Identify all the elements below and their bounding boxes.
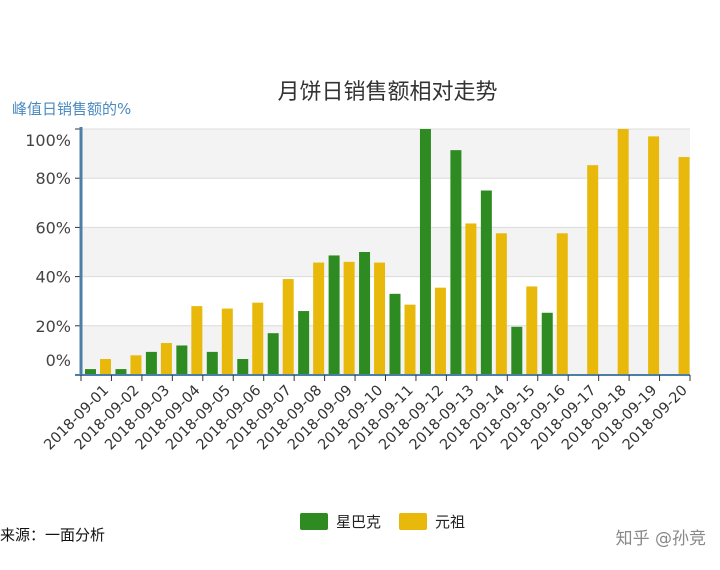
bar-yuanzu [130, 355, 142, 375]
grid-band [81, 325, 690, 375]
bar-starbucks [298, 311, 310, 375]
bar-yuanzu [313, 262, 325, 375]
bar-starbucks [389, 293, 401, 375]
y-tick-label: 100% [25, 131, 71, 150]
bar-yuanzu [282, 279, 294, 375]
grid-band [81, 227, 690, 277]
bar-starbucks [176, 345, 188, 375]
legend-label: 星巴克 [336, 513, 382, 531]
y-tick-label: 80% [35, 169, 71, 188]
y-axis-label: 峰值日销售额的% [12, 100, 132, 118]
bar-yuanzu [556, 233, 568, 375]
grid-band [81, 178, 690, 228]
bar-yuanzu [191, 306, 203, 375]
bar-yuanzu [221, 308, 233, 375]
bar-starbucks [480, 190, 492, 375]
source-note: 来源：一面分析 [0, 526, 106, 544]
legend-label: 元祖 [435, 513, 466, 531]
bar-starbucks [359, 252, 371, 375]
bar-yuanzu [343, 261, 355, 375]
bar-yuanzu [434, 287, 446, 375]
bar-yuanzu [404, 304, 416, 375]
y-tick-label: 0% [46, 351, 71, 370]
grid-band [81, 129, 690, 179]
bar-starbucks [450, 150, 462, 375]
bar-starbucks [267, 333, 279, 375]
chart-title: 月饼日销售额相对走势 [277, 80, 498, 105]
y-tick-label: 40% [35, 268, 71, 287]
bar-yuanzu [648, 136, 660, 375]
legend-item-yuanzu[interactable]: 元祖 [399, 511, 465, 532]
bar-yuanzu [374, 262, 386, 375]
bar-starbucks [206, 351, 218, 375]
bar-starbucks [511, 326, 523, 375]
bar-yuanzu [465, 223, 477, 375]
bar-starbucks [85, 369, 96, 375]
bar-yuanzu [678, 157, 690, 375]
bar-yuanzu [587, 165, 599, 375]
bar-chart: 0%20%40%60%80%100%2018-09-012018-09-0220… [25, 127, 691, 453]
legend-swatch [300, 513, 328, 530]
legend: 星巴克 元祖 [300, 511, 465, 532]
bar-starbucks [328, 255, 340, 375]
bar-yuanzu [617, 129, 629, 375]
bar-starbucks [237, 359, 249, 375]
grid-band [81, 276, 690, 326]
y-tick-label: 60% [35, 218, 71, 237]
bar-starbucks [115, 369, 127, 375]
bar-starbucks [145, 351, 157, 375]
bar-starbucks [541, 312, 553, 375]
bar-yuanzu [100, 359, 111, 375]
legend-swatch [399, 513, 428, 530]
bar-yuanzu [252, 302, 264, 375]
bar-yuanzu [526, 286, 538, 375]
y-tick-label: 20% [35, 317, 71, 336]
bar-starbucks [419, 129, 431, 375]
legend-item-starbucks[interactable]: 星巴克 [300, 511, 381, 532]
watermark: 知乎 @孙竞 [615, 529, 706, 549]
bar-yuanzu [495, 233, 507, 375]
bar-yuanzu [160, 343, 172, 375]
